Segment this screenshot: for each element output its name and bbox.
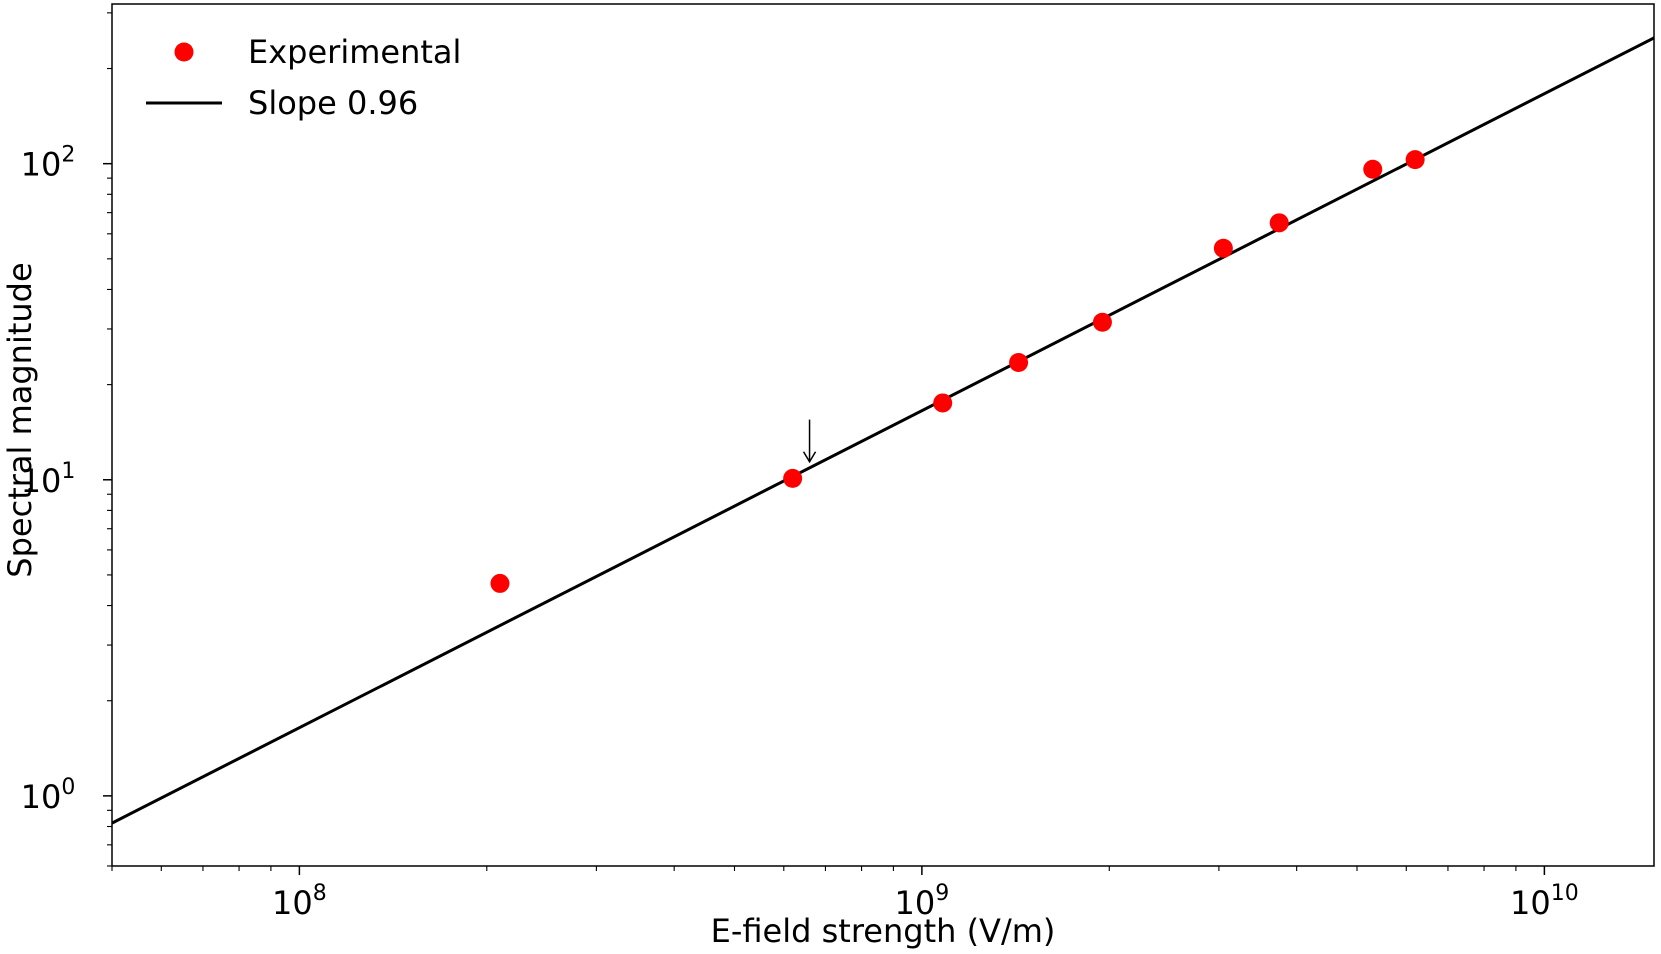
arrow-head	[802, 451, 817, 464]
line-layer	[111, 36, 1655, 825]
legend-label-experimental: Experimental	[248, 33, 461, 71]
x-tick-exponent: 8	[313, 881, 327, 906]
fit-line	[111, 36, 1655, 825]
y-tick-base: 10	[21, 146, 62, 184]
x-tick-label: 108	[272, 881, 327, 922]
data-point	[1405, 150, 1425, 170]
data-point	[1363, 159, 1383, 179]
y-tick-exponent: 2	[61, 143, 75, 168]
legend-label-slope: Slope 0.96	[248, 84, 418, 122]
data-point	[490, 573, 510, 593]
y-tick-label: 100	[21, 775, 76, 816]
x-tick-exponent: 10	[1551, 881, 1579, 906]
x-tick-exponent: 9	[935, 881, 949, 906]
x-tick-label: 109	[895, 881, 950, 922]
data-point	[1269, 213, 1289, 233]
y-tick-exponent: 0	[61, 775, 75, 800]
points-layer	[490, 150, 1425, 593]
data-point	[783, 468, 803, 488]
y-axis-label: Spectral magnitude	[1, 262, 39, 577]
y-tick-exponent: 1	[61, 459, 75, 484]
data-point	[1009, 352, 1029, 372]
legend: Experimental Slope 0.96	[146, 33, 461, 122]
y-tick-base: 10	[21, 462, 62, 500]
y-tick-label: 101	[21, 459, 76, 500]
plot-frame	[111, 3, 1655, 867]
x-tick-label: 1010	[1510, 881, 1579, 922]
y-tick-base: 10	[21, 778, 62, 816]
x-tick-base: 10	[895, 884, 936, 922]
x-axis-label: E-field strength (V/m)	[711, 912, 1056, 950]
data-point	[1092, 312, 1112, 332]
data-point	[933, 393, 953, 413]
x-tick-base: 10	[1510, 884, 1551, 922]
x-tick-base: 10	[272, 884, 313, 922]
data-point	[1213, 238, 1233, 258]
legend-marker-experimental	[174, 42, 194, 62]
y-tick-label: 102	[21, 143, 76, 184]
annotation-layer	[802, 419, 817, 464]
